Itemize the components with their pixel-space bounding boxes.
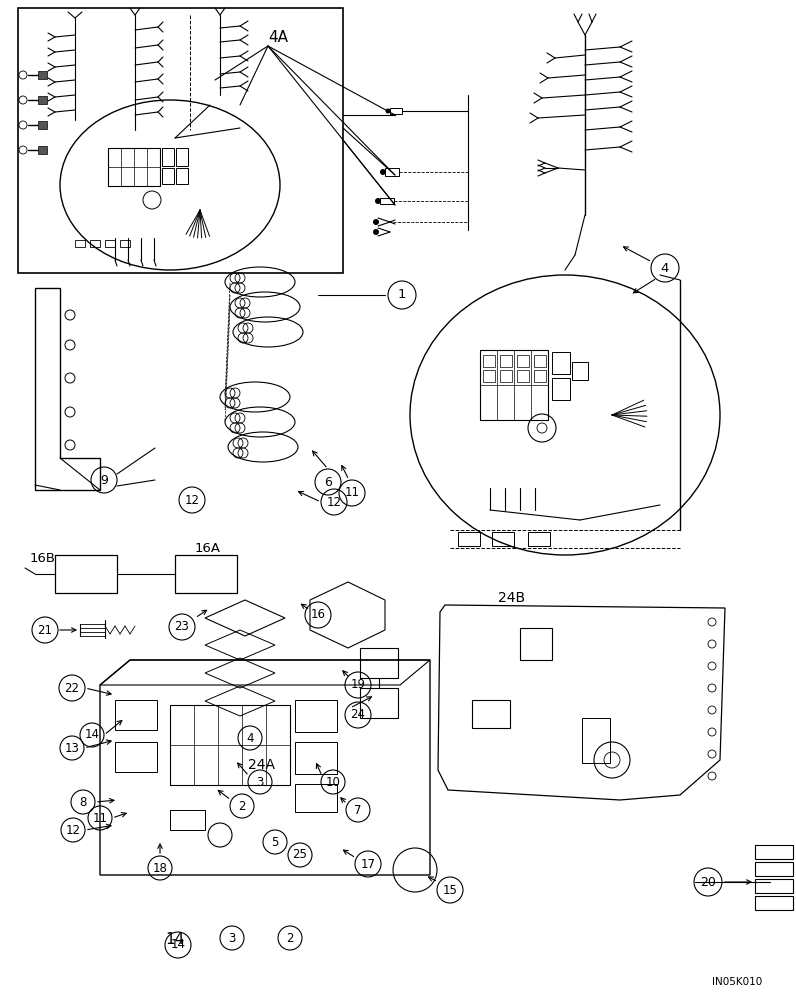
Circle shape bbox=[385, 108, 391, 113]
Bar bbox=[500, 370, 512, 382]
Text: 1: 1 bbox=[398, 288, 406, 302]
Text: 19: 19 bbox=[350, 678, 365, 692]
Bar bbox=[38, 121, 47, 129]
Bar bbox=[115, 742, 157, 772]
Text: 16B: 16B bbox=[30, 552, 56, 564]
Bar bbox=[528, 532, 550, 546]
Bar bbox=[500, 355, 512, 367]
Circle shape bbox=[373, 229, 379, 235]
Text: 14: 14 bbox=[166, 932, 185, 948]
Text: 22: 22 bbox=[64, 682, 80, 694]
Circle shape bbox=[373, 219, 379, 225]
Bar bbox=[360, 688, 398, 718]
Bar bbox=[517, 355, 529, 367]
Bar bbox=[755, 845, 793, 859]
Text: 8: 8 bbox=[80, 796, 87, 808]
Bar bbox=[472, 700, 510, 728]
Bar bbox=[517, 370, 529, 382]
Text: 2: 2 bbox=[287, 932, 294, 944]
Bar bbox=[552, 352, 570, 374]
Text: 14: 14 bbox=[170, 938, 185, 952]
Bar bbox=[162, 148, 174, 166]
Bar bbox=[170, 705, 290, 785]
Bar bbox=[115, 700, 157, 730]
Bar bbox=[176, 168, 188, 184]
Bar bbox=[38, 71, 47, 79]
Bar bbox=[755, 896, 793, 910]
Bar bbox=[520, 628, 552, 660]
Bar bbox=[534, 355, 546, 367]
Bar bbox=[108, 148, 160, 186]
Text: 16: 16 bbox=[310, 608, 326, 621]
Bar bbox=[295, 700, 337, 732]
Text: 18: 18 bbox=[153, 861, 167, 874]
Bar bbox=[385, 168, 399, 176]
Bar bbox=[360, 648, 398, 678]
Text: 20: 20 bbox=[700, 876, 716, 888]
Bar bbox=[55, 555, 117, 593]
Text: 6: 6 bbox=[324, 476, 332, 488]
Text: 25: 25 bbox=[293, 848, 307, 861]
Bar bbox=[162, 168, 174, 184]
Bar bbox=[390, 108, 402, 114]
Bar bbox=[534, 370, 546, 382]
Bar bbox=[105, 240, 115, 247]
Text: 9: 9 bbox=[100, 474, 108, 487]
Text: 12: 12 bbox=[65, 824, 80, 836]
Text: 4: 4 bbox=[246, 732, 254, 744]
Bar bbox=[38, 146, 47, 154]
Text: 24B: 24B bbox=[498, 591, 525, 605]
Text: 16A: 16A bbox=[195, 542, 221, 554]
Text: 13: 13 bbox=[64, 742, 80, 754]
Text: IN05K010: IN05K010 bbox=[712, 977, 763, 987]
Bar bbox=[483, 355, 495, 367]
Bar bbox=[552, 378, 570, 400]
Bar bbox=[755, 862, 793, 876]
Bar bbox=[18, 8, 343, 273]
Circle shape bbox=[375, 198, 381, 204]
Text: 4A: 4A bbox=[268, 30, 288, 45]
Bar bbox=[176, 148, 188, 166]
Bar bbox=[458, 532, 480, 546]
Bar bbox=[170, 810, 205, 830]
Bar bbox=[90, 240, 100, 247]
Text: 3: 3 bbox=[228, 932, 236, 944]
Bar bbox=[120, 240, 130, 247]
Text: 4: 4 bbox=[661, 261, 669, 274]
Text: 5: 5 bbox=[271, 836, 279, 848]
Text: 23: 23 bbox=[174, 620, 189, 634]
Text: 12: 12 bbox=[185, 493, 200, 506]
Bar bbox=[483, 370, 495, 382]
Text: 12: 12 bbox=[326, 495, 341, 508]
Text: 10: 10 bbox=[326, 776, 341, 788]
Text: 3: 3 bbox=[256, 776, 263, 788]
Text: 17: 17 bbox=[361, 857, 376, 870]
Text: 21: 21 bbox=[37, 624, 53, 637]
Bar bbox=[295, 742, 337, 774]
Text: 24A: 24A bbox=[248, 758, 275, 772]
Text: 2: 2 bbox=[238, 800, 246, 812]
Bar bbox=[380, 198, 394, 204]
Text: 15: 15 bbox=[443, 884, 458, 896]
Text: 14: 14 bbox=[84, 728, 100, 742]
Bar bbox=[175, 555, 237, 593]
Bar bbox=[38, 96, 47, 104]
Text: 11: 11 bbox=[92, 812, 107, 824]
Bar bbox=[480, 350, 548, 420]
Text: 7: 7 bbox=[354, 804, 361, 816]
Bar bbox=[75, 240, 85, 247]
Text: 24: 24 bbox=[350, 708, 365, 722]
Bar bbox=[492, 532, 514, 546]
Bar bbox=[295, 784, 337, 812]
Bar bbox=[755, 879, 793, 893]
Bar bbox=[572, 362, 588, 380]
Text: 11: 11 bbox=[345, 487, 360, 499]
Bar bbox=[582, 718, 610, 763]
Circle shape bbox=[380, 169, 386, 175]
